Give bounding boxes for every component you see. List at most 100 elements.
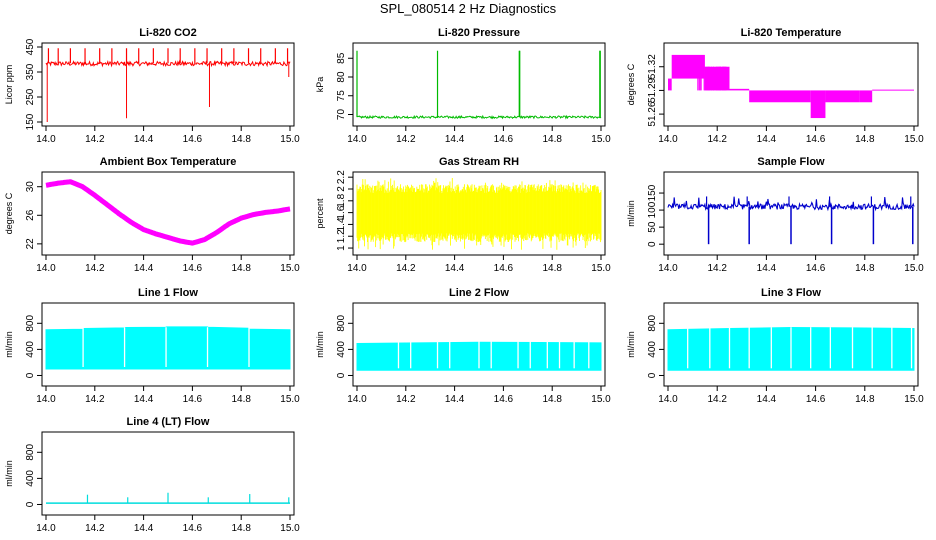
x-tick-label: 14.8: [542, 134, 562, 145]
chart-title: Line 3 Flow: [761, 287, 821, 299]
chart-title: Sample Flow: [757, 156, 825, 168]
temperature-segment: [825, 90, 860, 103]
x-tick-label: 14.4: [134, 394, 154, 405]
y-tick-label: 400: [25, 341, 36, 358]
chart-title: Li-820 Pressure: [438, 27, 520, 39]
x-tick-label: 14.0: [36, 394, 56, 405]
chart-title: Line 4 (LT) Flow: [127, 416, 210, 428]
y-tick-label: 800: [25, 444, 36, 461]
y-tick-label: 400: [336, 341, 347, 358]
x-tick-label: 14.2: [396, 263, 416, 274]
x-tick-label: 14.8: [542, 394, 562, 405]
chart-title: Ambient Box Temperature: [100, 156, 237, 168]
x-tick-label: 14.6: [494, 134, 514, 145]
y-tick-label: 22: [25, 238, 36, 250]
x-tick-label: 14.4: [757, 134, 777, 145]
chart-title: Li-820 Temperature: [741, 27, 842, 39]
y-tick-label: 800: [647, 315, 658, 332]
x-tick-label: 14.8: [231, 263, 251, 274]
x-tick-label: 15.0: [904, 263, 924, 274]
x-tick-label: 14.4: [757, 263, 777, 274]
chart-line3: Line 3 Flow ml/min 14.0 14.2 14.4 14.6 14.8 15.…: [626, 287, 924, 405]
x-tick-label: 14.8: [855, 134, 875, 145]
y-tick-label: 2.2: [336, 170, 347, 184]
x-tick-label: 14.4: [134, 263, 154, 274]
x-tick-label: 14.6: [183, 523, 203, 534]
x-tick-label: 14.6: [494, 263, 514, 274]
x-tick-label: 14.8: [855, 263, 875, 274]
chart-title: Line 1 Flow: [138, 287, 198, 299]
y-tick-label: 0: [336, 372, 347, 378]
x-tick-label: 14.2: [707, 134, 727, 145]
chart-ambient: Ambient Box Temperature degrees C 14.0 14.2…: [4, 156, 300, 274]
x-tick-label: 14.6: [183, 134, 203, 145]
plot-frame: [41, 431, 295, 516]
chart-sample: Sample Flow ml/min 14.0 14.2 14.4 14.6 14.8 15.…: [626, 156, 924, 274]
x-tick-label: 14.6: [806, 394, 826, 405]
x-tick-label: 14.8: [542, 263, 562, 274]
x-tick-label: 14.6: [806, 263, 826, 274]
y-tick-label: 51.26: [647, 101, 658, 126]
x-tick-label: 14.0: [347, 263, 367, 274]
y-axis-label: ml/min: [626, 200, 636, 227]
x-tick-label: 14.4: [757, 394, 777, 405]
y-tick-label: 800: [25, 315, 36, 332]
x-tick-label: 14.0: [36, 263, 56, 274]
y-tick-label: 80: [336, 71, 347, 83]
temperature-segment: [729, 88, 750, 91]
y-tick-label: 1.6: [336, 205, 347, 219]
chart-title: Gas Stream RH: [439, 156, 519, 168]
x-tick-label: 14.0: [347, 134, 367, 145]
x-tick-label: 15.0: [904, 134, 924, 145]
x-tick-label: 15.0: [591, 263, 611, 274]
y-tick-label: 1.4: [336, 217, 347, 231]
y-tick-label: 2: [336, 186, 347, 192]
y-tick-label: 1.2: [336, 229, 347, 243]
x-tick-label: 14.0: [658, 134, 678, 145]
x-tick-label: 15.0: [591, 394, 611, 405]
x-tick-label: 14.6: [806, 134, 826, 145]
chart-rh: Gas Stream RH percent 14.0 14.2 14.4 14.6 14.8…: [315, 156, 611, 274]
x-tick-label: 14.0: [36, 134, 56, 145]
x-tick-label: 14.0: [347, 394, 367, 405]
y-axis-label: Licor ppm: [4, 65, 14, 105]
x-tick-label: 14.8: [231, 523, 251, 534]
y-tick-label: 150: [25, 113, 36, 130]
temperature-segment: [810, 90, 826, 119]
y-tick-label: 70: [336, 109, 347, 121]
x-tick-label: 14.4: [134, 134, 154, 145]
chart-co2: Li-820 CO2 Licor ppm 14.0 14.2 14.4 14.6 14.8 1…: [4, 27, 300, 145]
temperature-segment: [749, 90, 811, 103]
x-tick-label: 15.0: [591, 134, 611, 145]
y-tick-label: 350: [25, 63, 36, 80]
x-tick-label: 14.2: [707, 263, 727, 274]
temperature-segment: [872, 89, 914, 91]
x-tick-label: 14.4: [445, 394, 465, 405]
chart-title: Line 2 Flow: [449, 287, 509, 299]
x-tick-label: 14.6: [183, 263, 203, 274]
x-tick-label: 15.0: [280, 134, 300, 145]
x-tick-label: 14.4: [445, 263, 465, 274]
x-tick-label: 14.0: [36, 523, 56, 534]
plot-frame: [41, 302, 295, 387]
x-tick-label: 15.0: [280, 523, 300, 534]
y-tick-label: 1: [336, 245, 347, 251]
y-axis-label: percent: [315, 198, 325, 229]
plot-frame: [352, 42, 606, 127]
x-tick-label: 14.6: [494, 394, 514, 405]
x-tick-label: 14.2: [85, 263, 105, 274]
chart-li820temp: Li-820 Temperature degrees C 14.0 14.2 14.4 1…: [626, 27, 924, 145]
y-tick-label: 0: [25, 372, 36, 378]
x-tick-label: 15.0: [280, 263, 300, 274]
y-tick-label: 51.32: [647, 54, 658, 79]
y-axis-label: ml/min: [626, 331, 636, 358]
plot-frame: [663, 302, 919, 387]
y-tick-label: 30: [25, 181, 36, 193]
y-tick-label: 0: [25, 501, 36, 507]
x-tick-label: 14.2: [85, 134, 105, 145]
x-tick-label: 14.2: [85, 523, 105, 534]
x-tick-label: 14.8: [231, 134, 251, 145]
y-tick-label: 51.29: [647, 77, 658, 102]
y-axis-label: ml/min: [4, 331, 14, 358]
x-tick-label: 14.4: [445, 134, 465, 145]
